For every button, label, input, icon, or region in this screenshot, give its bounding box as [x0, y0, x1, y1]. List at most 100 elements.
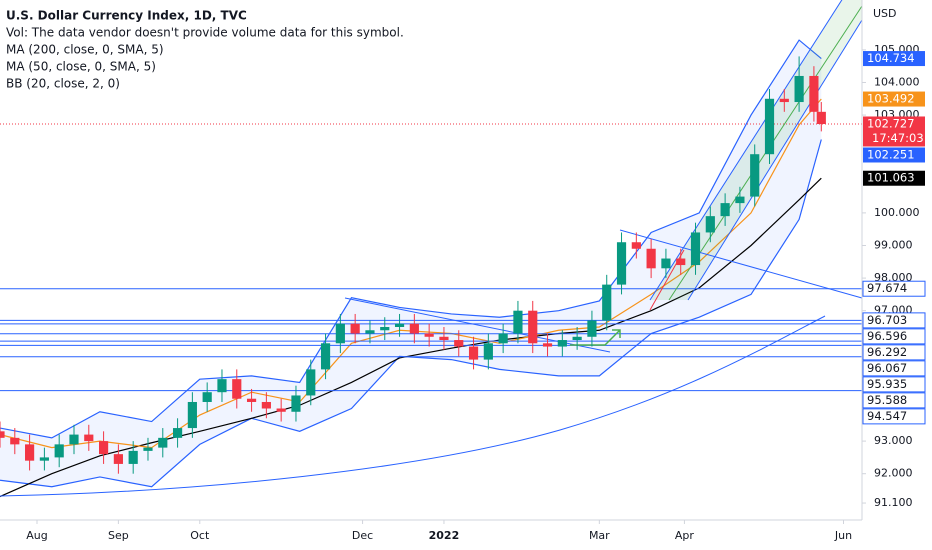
price-label: 104.734	[867, 51, 915, 65]
price-label-box	[863, 116, 925, 147]
legend-entry: BB (20, close, 2, 0)	[6, 77, 120, 91]
y-tick-label: 100.000	[874, 206, 920, 219]
price-label: 95.588	[867, 393, 907, 407]
ma-line	[0, 177, 822, 498]
price-label: 96.703	[867, 313, 907, 327]
price-label-box	[862, 360, 926, 377]
bb-fill	[0, 40, 822, 487]
candle-body	[513, 310, 523, 334]
price-label-box	[863, 91, 925, 107]
price-label-box	[862, 344, 926, 361]
candle-body	[69, 434, 79, 445]
candle-body	[661, 258, 671, 269]
x-tick-label: Dec	[352, 529, 373, 542]
candle-body	[816, 111, 826, 124]
candle-body	[99, 441, 109, 455]
price-label-box	[862, 392, 926, 409]
candle-body	[616, 242, 627, 285]
candle-body	[542, 343, 553, 347]
candle-body	[424, 333, 434, 337]
candle-body	[158, 437, 168, 448]
candle-body	[261, 401, 271, 409]
y-tick-label: 92.000	[874, 467, 913, 480]
price-label: 102.727	[867, 116, 915, 130]
candle-body	[25, 444, 35, 461]
candle-body	[764, 98, 775, 155]
candle-body	[0, 431, 5, 438]
candle-body	[320, 343, 331, 370]
candle-body	[646, 248, 656, 269]
channel-fill	[650, 0, 862, 300]
trend-line	[619, 229, 863, 299]
price-label: 96.067	[867, 361, 907, 375]
x-tick-label: Sep	[108, 529, 129, 542]
x-tick-label: Aug	[26, 529, 47, 542]
price-label-box	[862, 280, 926, 297]
overlay	[0, 56, 826, 474]
candle-body	[439, 336, 449, 341]
curve-line	[0, 315, 826, 497]
y-tick-label: 99.000	[874, 238, 913, 251]
candle-body	[10, 437, 20, 445]
candle-body	[143, 447, 153, 451]
candle-body	[172, 428, 183, 438]
price-label-box	[862, 328, 926, 345]
candle-body	[779, 98, 789, 103]
candle-body	[84, 434, 94, 442]
candle-body	[705, 216, 715, 233]
price-label-box	[862, 408, 926, 425]
candle-body	[602, 284, 612, 321]
price-label: 103.492	[867, 92, 915, 106]
candle-body	[365, 330, 375, 334]
channel-line	[649, 0, 843, 301]
candle-body	[54, 444, 64, 458]
candle-body	[409, 323, 419, 334]
candle-body	[483, 343, 493, 360]
candle-body	[335, 323, 345, 344]
candle-body	[735, 196, 745, 204]
price-label-box	[863, 170, 925, 186]
price-label-box	[863, 51, 925, 67]
candle-body	[202, 392, 212, 402]
candle-body	[276, 408, 286, 412]
candle-body	[380, 326, 390, 331]
candle-body	[468, 346, 479, 360]
candle-body	[232, 379, 242, 399]
legend-entry: MA (50, close, 0, SMA, 5)	[6, 60, 156, 74]
candle-body	[498, 333, 508, 344]
candle-body	[217, 379, 227, 393]
candle-body	[794, 75, 804, 103]
x-tick-label: Apr	[675, 529, 695, 542]
chart-title: U.S. Dollar Currency Index, 1D, TVC	[6, 9, 247, 23]
candle-body	[676, 258, 686, 266]
price-label: 102.251	[867, 147, 915, 161]
price-label: 97.674	[867, 281, 907, 295]
price-label-box	[862, 376, 926, 393]
currency-label: USD	[873, 7, 897, 20]
y-tick-label: 91.100	[874, 496, 913, 509]
price-label: 95.935	[867, 377, 907, 391]
candle-body	[306, 369, 316, 396]
x-tick-label: Jun	[834, 529, 852, 542]
candle-body	[350, 323, 360, 334]
candle-body	[128, 450, 138, 464]
price-label-box	[862, 312, 926, 329]
price-axis: 105.000104.000103.000100.00099.00098.000…	[862, 43, 926, 509]
channel-line	[687, 19, 863, 301]
candle-body	[809, 75, 819, 112]
candle-body	[39, 457, 49, 461]
price-label: 96.292	[867, 345, 907, 359]
price-label: 94.547	[867, 409, 907, 423]
volume-note: Vol: The data vendor doesn't provide vol…	[6, 26, 404, 40]
price-label: 96.596	[867, 329, 907, 343]
bb-upper	[0, 39, 822, 439]
candle-body	[291, 395, 301, 412]
x-tick-label: 2022	[429, 529, 460, 542]
candle-body	[528, 310, 538, 344]
candle-body	[720, 203, 730, 217]
x-tick-label: Oct	[190, 529, 210, 542]
candle-body	[187, 401, 197, 429]
y-tick-label: 93.000	[874, 434, 913, 447]
